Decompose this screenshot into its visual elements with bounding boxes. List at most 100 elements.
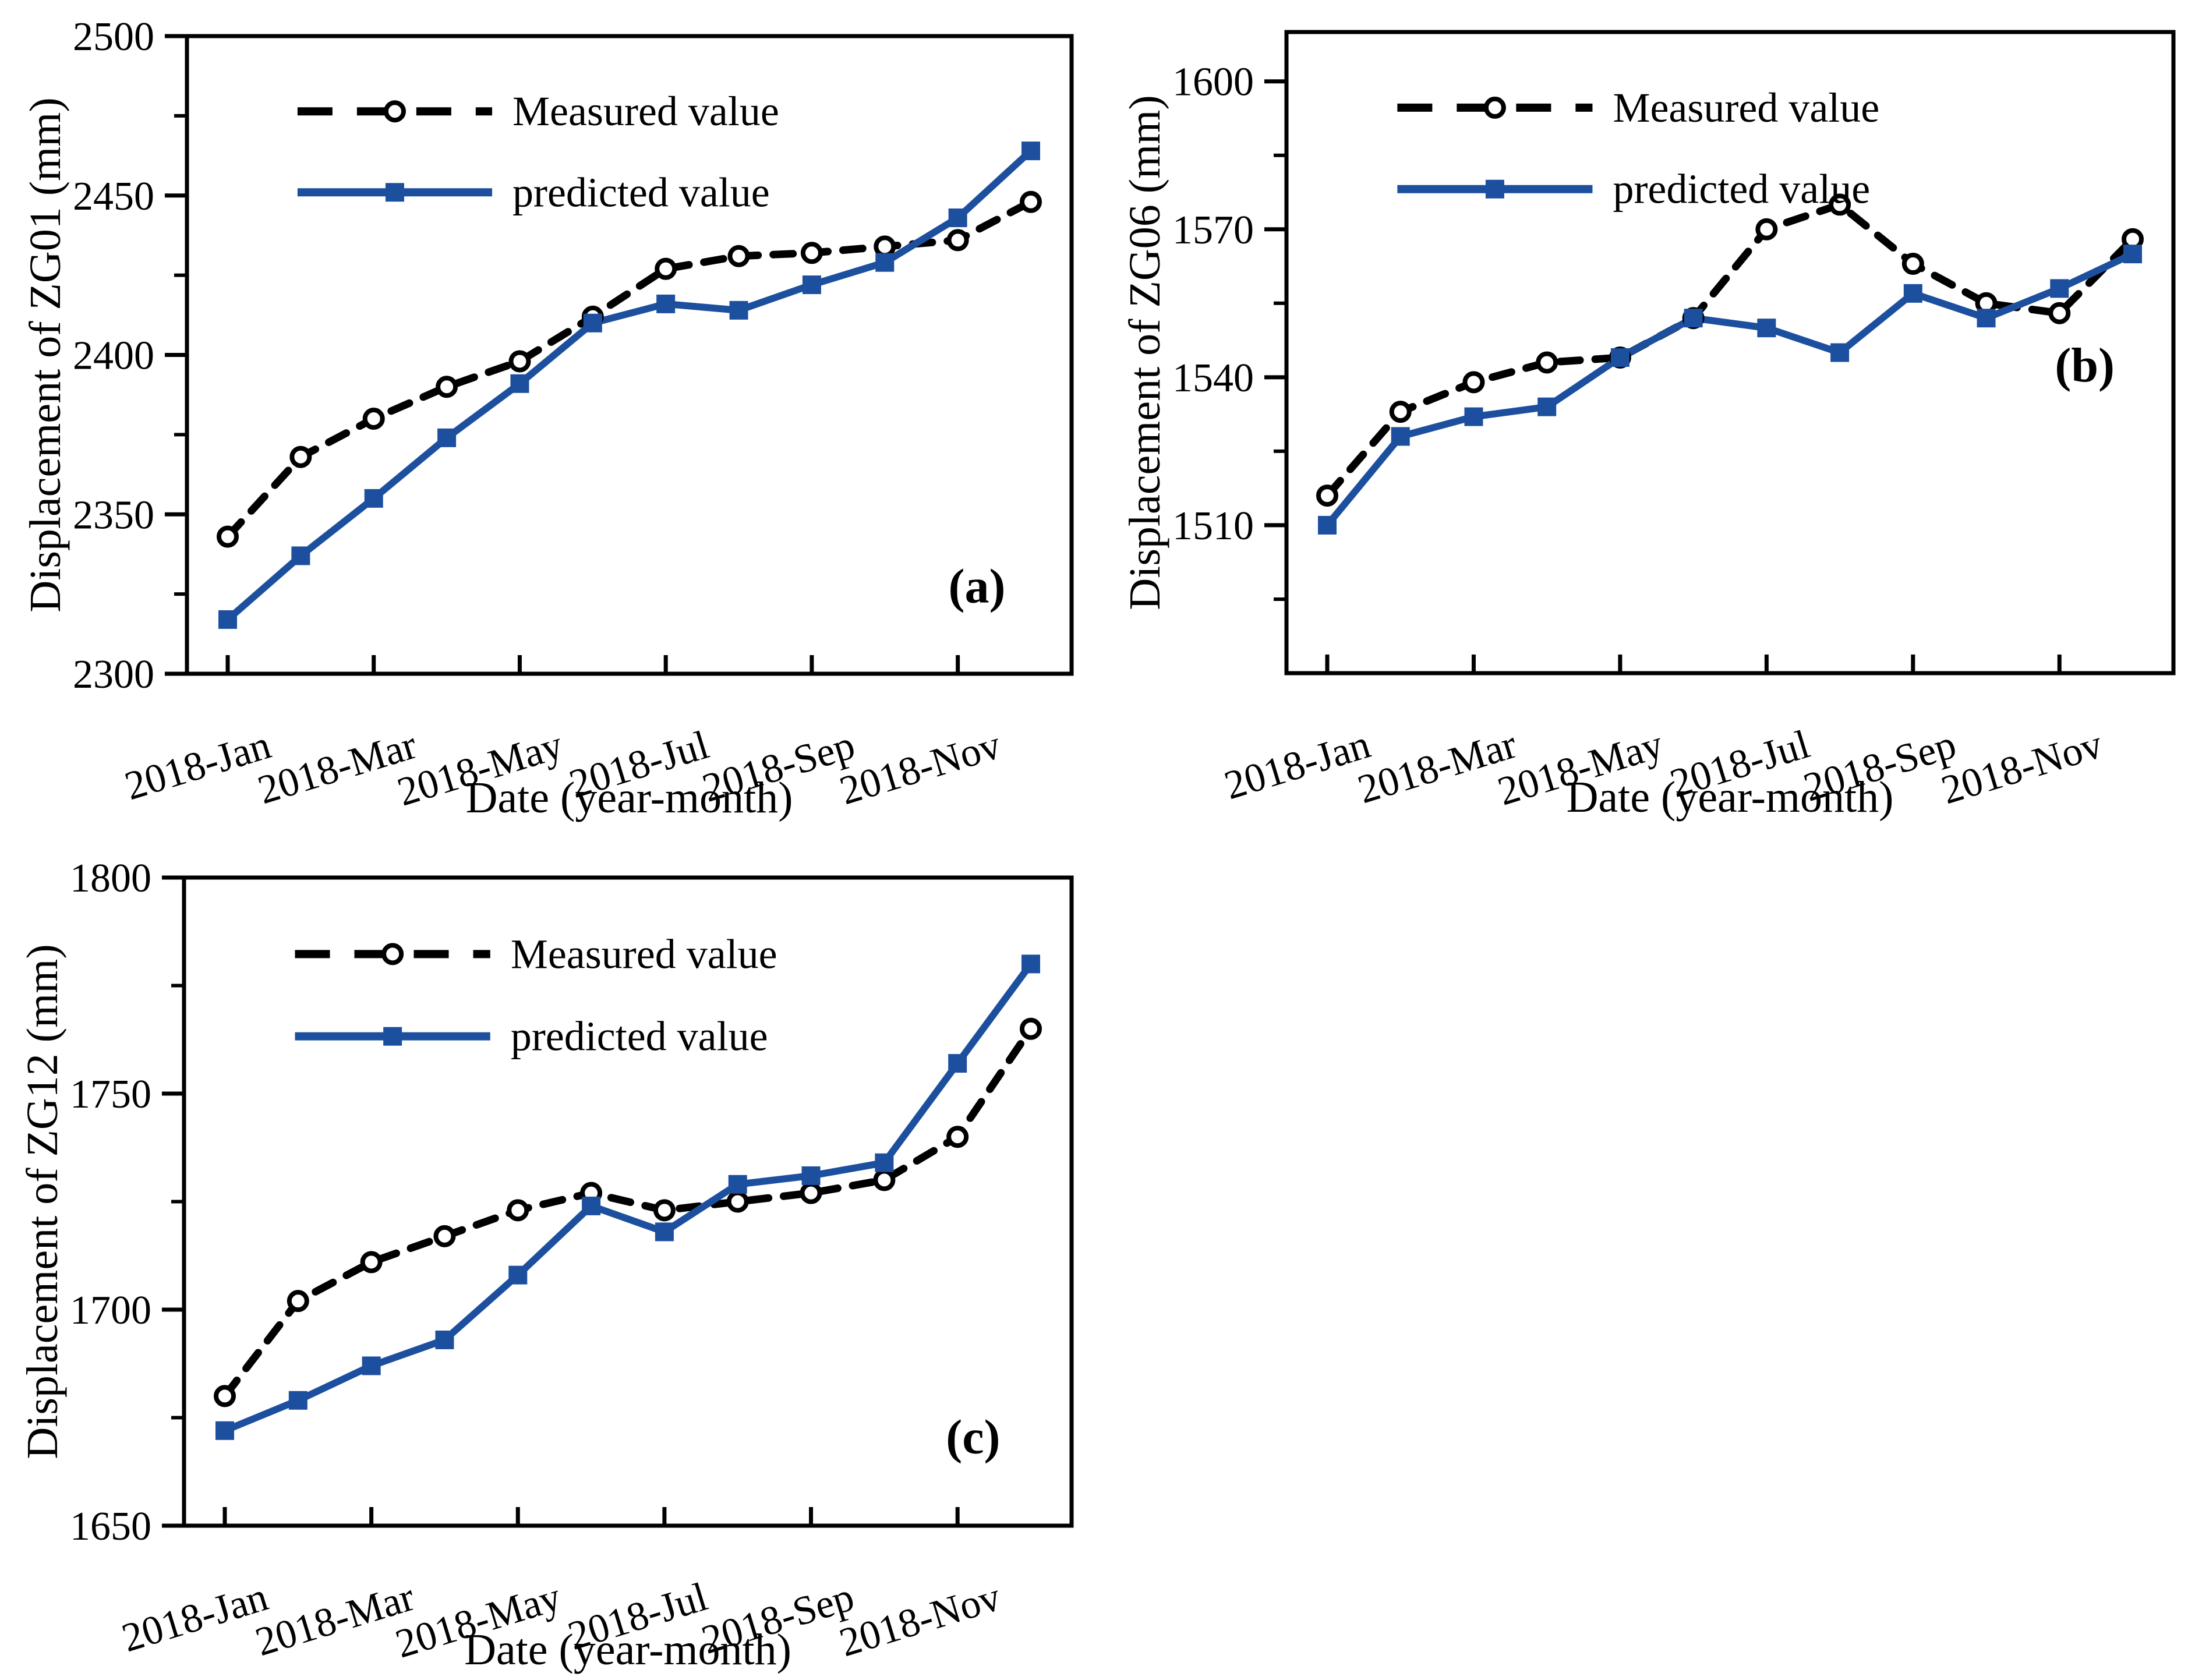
legend: Measured value predicted value <box>297 88 779 215</box>
predicted-marker <box>510 374 529 393</box>
predicted-marker <box>1318 515 1337 535</box>
measured-marker <box>946 1126 969 1148</box>
x-axis-title: Date (year-month) <box>464 1625 791 1674</box>
measured-series-line <box>221 1025 1035 1400</box>
y-tick-label: 1600 <box>1172 60 1254 105</box>
predicted-marker <box>364 489 383 508</box>
x-tick-label: 2018-Jan <box>120 723 276 809</box>
legend-item-measured: Measured value <box>1613 84 1879 131</box>
y-tick-label: 1570 <box>1172 208 1254 253</box>
y-tick-label: 1750 <box>70 1072 151 1117</box>
predicted-marker <box>1021 142 1040 161</box>
predicted-marker <box>1021 954 1040 974</box>
y-axis-title: Displacement of ZG01 (mm) <box>21 97 70 612</box>
predicted-marker <box>729 300 748 320</box>
y-tick-label: 2350 <box>73 493 154 537</box>
predicted-marker <box>656 294 676 313</box>
legend-item-predicted: predicted value <box>1613 166 1870 213</box>
predicted-marker <box>1537 397 1557 416</box>
predicted-series-line <box>225 148 1034 623</box>
measured-marker <box>214 1385 236 1407</box>
measured-marker <box>655 257 677 280</box>
panel-label: (c) <box>946 1410 1000 1464</box>
predicted-marker <box>583 313 602 333</box>
plot-frame <box>1284 30 2176 675</box>
measured-marker <box>800 1182 822 1204</box>
y-tick-label: 2500 <box>73 15 154 59</box>
measured-marker <box>1316 484 1338 507</box>
predicted-marker <box>362 1356 381 1375</box>
measured-marker <box>436 376 458 398</box>
x-axis-title: Date (year-month) <box>466 773 793 822</box>
measured-marker <box>1901 253 1924 275</box>
predicted-marker <box>802 275 821 295</box>
measured-marker <box>653 1199 676 1222</box>
legend-item-measured: Measured value <box>512 88 779 135</box>
measured-marker <box>1389 401 1412 423</box>
measured-series-line <box>224 198 1035 541</box>
predicted-marker <box>1684 309 1703 328</box>
x-tick-label: 2018-Nov <box>835 1575 1006 1666</box>
x-tick-label: 2018-Jan <box>1220 722 1376 809</box>
predicted-marker <box>875 1153 894 1172</box>
y-tick-label: 1540 <box>1172 356 1254 401</box>
measured-marker <box>2048 302 2071 324</box>
legend-item-predicted: predicted value <box>511 1013 768 1060</box>
predicted-marker <box>1830 343 1850 362</box>
measured-marker <box>433 1225 456 1247</box>
measured-series-line <box>1323 200 2137 500</box>
predicted-marker <box>215 1421 234 1440</box>
x-tick-label: 2018-Jan <box>117 1575 273 1661</box>
measured-marker <box>287 1290 309 1313</box>
predicted-marker <box>655 1222 674 1242</box>
measured-marker <box>1020 190 1042 213</box>
legend-measured-marker <box>383 100 406 123</box>
measured-marker <box>508 350 531 373</box>
measured-marker <box>1462 371 1485 394</box>
predicted-marker <box>1903 284 1922 303</box>
measured-marker <box>800 242 823 264</box>
x-axis-title: Date (year-month) <box>1567 773 1894 822</box>
predicted-marker <box>1464 407 1483 426</box>
predicted-marker <box>508 1265 528 1285</box>
panel-label: (b) <box>2055 338 2115 392</box>
legend-item-predicted: predicted value <box>512 169 770 215</box>
measured-marker <box>362 408 385 430</box>
measured-marker <box>726 1190 749 1213</box>
legend-predicted-marker <box>1485 179 1504 199</box>
predicted-marker <box>291 546 310 565</box>
predicted-marker <box>2050 279 2069 298</box>
legend: Measured value predicted value <box>295 931 777 1060</box>
y-tick-label: 1650 <box>70 1504 151 1549</box>
predicted-marker <box>582 1196 601 1215</box>
predicted-marker <box>1610 348 1629 367</box>
predicted-marker <box>1757 319 1776 338</box>
measured-marker <box>507 1199 529 1222</box>
measured-marker <box>1536 351 1558 374</box>
predicted-marker <box>1391 427 1410 446</box>
x-tick-label: 2018-Nov <box>835 723 1006 814</box>
measured-marker <box>873 1169 896 1191</box>
predicted-marker <box>875 253 895 272</box>
y-tick-label: 2400 <box>73 334 154 379</box>
predicted-marker <box>948 1054 967 1073</box>
y-tick-label: 2450 <box>73 174 154 219</box>
predicted-marker <box>288 1391 307 1410</box>
predicted-marker <box>437 428 457 447</box>
measured-marker <box>217 525 239 548</box>
measured-marker <box>1755 218 1778 240</box>
measured-marker <box>946 229 969 252</box>
measured-marker <box>1020 1017 1042 1040</box>
measured-marker <box>727 245 750 267</box>
predicted-marker <box>948 208 967 228</box>
y-tick-label: 1510 <box>1172 504 1254 549</box>
legend: Measured value predicted value <box>1397 84 1879 213</box>
legend-predicted-marker <box>383 1027 402 1046</box>
chart-panel-c: 16501700175018002018-Jan2018-Mar2018-May… <box>18 856 1074 1674</box>
predicted-marker <box>218 610 237 629</box>
chart-panel-b: 15101540157016002018-Jan2018-Mar2018-May… <box>1120 30 2176 822</box>
predicted-marker <box>435 1330 454 1349</box>
